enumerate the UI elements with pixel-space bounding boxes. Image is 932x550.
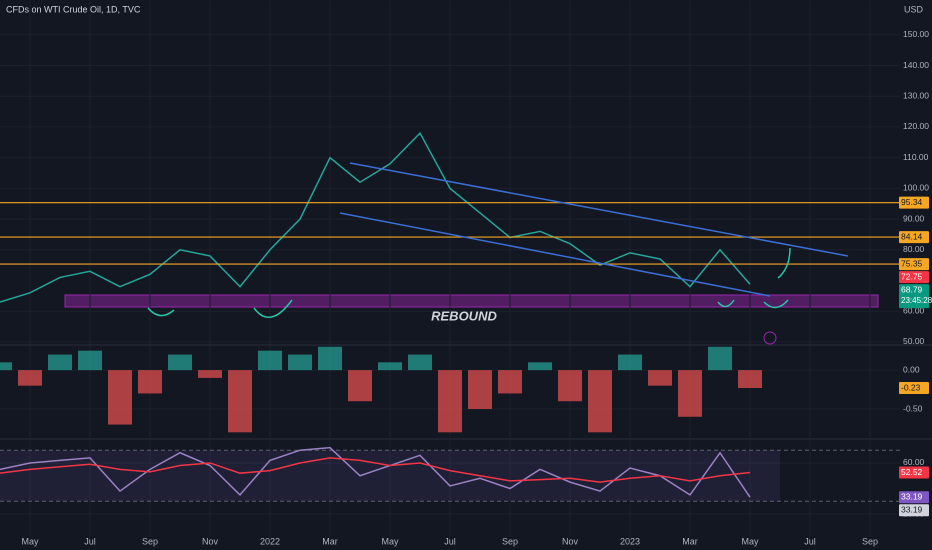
x-tick-label: Jul bbox=[84, 536, 96, 546]
histogram-bar bbox=[738, 370, 762, 388]
histogram-bar bbox=[378, 362, 402, 371]
x-tick-label: Sep bbox=[862, 536, 878, 546]
rsi-band bbox=[0, 450, 780, 502]
histogram-bar bbox=[348, 370, 372, 402]
y-tick-label: 60.00 bbox=[903, 457, 925, 467]
histogram-bar bbox=[0, 362, 12, 371]
price-label: 68.79 bbox=[901, 284, 923, 294]
histogram-bar bbox=[708, 346, 732, 371]
histogram-bar bbox=[618, 354, 642, 371]
y-tick-label: 50.00 bbox=[903, 336, 925, 346]
rebound-mark bbox=[763, 299, 789, 309]
drawings: REBOUND CFDs on WTI Crude Oil, 1D, TVC U… bbox=[6, 4, 924, 345]
price-label: 75.35 bbox=[901, 258, 923, 268]
histogram-bar bbox=[288, 354, 312, 371]
x-tick-label: May bbox=[381, 536, 399, 546]
rebound-mark bbox=[147, 307, 175, 317]
histogram-bar bbox=[498, 370, 522, 394]
channel-lower bbox=[339, 212, 771, 297]
histogram-bar bbox=[648, 370, 672, 386]
y-tick-label: 150.00 bbox=[903, 29, 929, 39]
price-label: 52.52 bbox=[901, 467, 923, 477]
histogram-bar bbox=[678, 370, 702, 417]
histogram-bar bbox=[528, 362, 552, 371]
y-tick-label: -0.50 bbox=[903, 403, 923, 413]
histogram-bar bbox=[408, 354, 432, 371]
currency: USD bbox=[904, 4, 924, 14]
y-tick-label: 110.00 bbox=[903, 152, 929, 162]
histogram-bar bbox=[138, 370, 162, 394]
x-tick-label: Nov bbox=[562, 536, 579, 546]
price-label-box bbox=[899, 504, 929, 517]
rebound-mark bbox=[253, 299, 293, 318]
histogram-bar bbox=[588, 370, 612, 433]
histogram-bar bbox=[438, 370, 462, 433]
price-label: 33.19 bbox=[901, 491, 923, 501]
price-label-box bbox=[899, 258, 929, 271]
y-tick-label: 130.00 bbox=[903, 90, 929, 100]
price-label-extra: 23:45:28 bbox=[901, 296, 932, 305]
histogram-bar bbox=[228, 370, 252, 433]
x-tick-label: May bbox=[741, 536, 759, 546]
event-icon[interactable] bbox=[763, 331, 777, 345]
histogram-bar bbox=[258, 350, 282, 371]
series-line bbox=[0, 131, 751, 303]
histogram-bar bbox=[78, 350, 102, 371]
y-tick-label: 140.00 bbox=[903, 60, 929, 70]
chart-title: CFDs on WTI Crude Oil, 1D, TVC bbox=[6, 4, 141, 14]
price-label-box bbox=[899, 491, 929, 504]
y-tick-label: 90.00 bbox=[903, 213, 925, 223]
y-tick-label: 0.00 bbox=[903, 364, 920, 374]
price-label-box bbox=[899, 284, 929, 309]
rebound-mark bbox=[717, 299, 735, 308]
price-label-box bbox=[899, 196, 929, 209]
price-label: 33.19 bbox=[901, 504, 923, 514]
x-tick-label: May bbox=[21, 536, 39, 546]
x-tick-label: 2022 bbox=[260, 536, 280, 546]
price-label: -0.23 bbox=[901, 382, 921, 392]
x-tick-label: Sep bbox=[502, 536, 518, 546]
histogram-bar bbox=[558, 370, 582, 402]
series-line bbox=[0, 457, 751, 483]
series-line bbox=[0, 446, 751, 498]
price-label-box bbox=[899, 382, 929, 394]
y-tick-label: 60.00 bbox=[903, 305, 925, 315]
price-label: 72.75 bbox=[901, 271, 923, 281]
histogram-bar bbox=[198, 370, 222, 378]
histogram-bar bbox=[18, 370, 42, 386]
x-tick-label: 2023 bbox=[620, 536, 640, 546]
y-tick-label: 80.00 bbox=[903, 244, 925, 254]
histogram-bar bbox=[48, 354, 72, 371]
rebound-mark bbox=[777, 247, 791, 279]
price-label-box bbox=[899, 231, 929, 244]
x-tick-label: Mar bbox=[322, 536, 338, 546]
price-label-box bbox=[899, 466, 929, 479]
histogram-bar bbox=[468, 370, 492, 409]
annotation: REBOUND bbox=[431, 308, 497, 323]
price-label: 84.14 bbox=[901, 231, 923, 241]
histogram-bar bbox=[318, 346, 342, 371]
x-tick-label: Sep bbox=[142, 536, 158, 546]
x-tick-label: Jul bbox=[444, 536, 456, 546]
histogram-bar bbox=[108, 370, 132, 425]
histogram-bar bbox=[168, 354, 192, 371]
x-tick-label: Jul bbox=[804, 536, 816, 546]
price-label-box bbox=[899, 271, 929, 284]
y-tick-label: 120.00 bbox=[903, 121, 929, 131]
y-tick-label: 100.00 bbox=[903, 183, 929, 193]
price-label: 95.34 bbox=[901, 197, 923, 207]
x-tick-label: Nov bbox=[202, 536, 219, 546]
x-tick-label: Mar bbox=[682, 536, 698, 546]
support-zone bbox=[64, 294, 879, 308]
background-layer bbox=[64, 294, 879, 308]
channel-upper bbox=[349, 162, 849, 257]
